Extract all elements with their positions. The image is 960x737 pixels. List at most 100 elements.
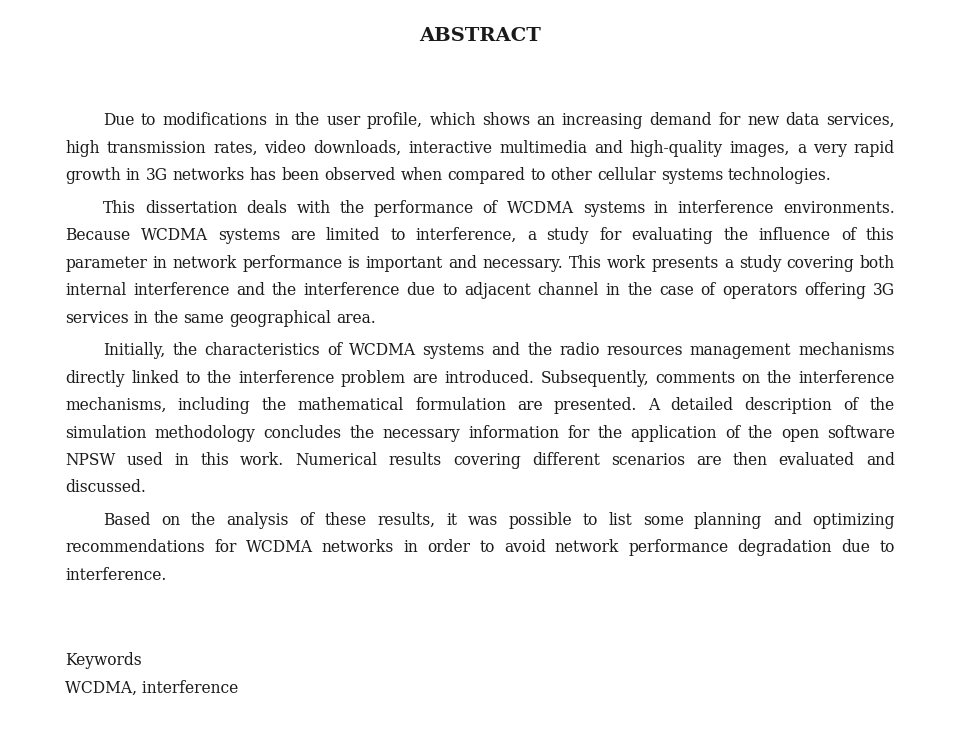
Text: this: this [866,227,895,244]
Text: avoid: avoid [504,539,545,556]
Text: networks: networks [173,167,245,184]
Text: WCDMA, interference: WCDMA, interference [65,680,238,696]
Text: to: to [479,539,494,556]
Text: downloads,: downloads, [313,139,401,156]
Text: influence: influence [758,227,830,244]
Text: study: study [738,254,781,271]
Text: linked: linked [132,369,180,386]
Text: of: of [841,227,856,244]
Text: open: open [780,425,819,441]
Text: interference: interference [799,369,895,386]
Text: to: to [530,167,545,184]
Text: the: the [340,200,365,217]
Text: information: information [468,425,559,441]
Text: simulation: simulation [65,425,147,441]
Text: growth: growth [65,167,121,184]
Text: planning: planning [694,512,762,529]
Text: of: of [725,425,740,441]
Text: compared: compared [447,167,525,184]
Text: used: used [127,452,163,469]
Text: evaluating: evaluating [632,227,713,244]
Text: deals: deals [247,200,287,217]
Text: in: in [126,167,141,184]
Text: geographical: geographical [229,310,331,326]
Text: of: of [483,200,497,217]
Text: introduced.: introduced. [444,369,534,386]
Text: then: then [732,452,768,469]
Text: the: the [527,342,552,359]
Text: dissertation: dissertation [145,200,237,217]
Text: Subsequently,: Subsequently, [540,369,649,386]
Text: management: management [690,342,791,359]
Text: presented.: presented. [554,397,637,414]
Text: which: which [429,112,476,129]
Text: the: the [870,397,895,414]
Text: in: in [133,310,149,326]
Text: new: new [747,112,780,129]
Text: and: and [448,254,477,271]
Text: for: for [718,112,741,129]
Text: to: to [879,539,895,556]
Text: performance: performance [373,200,473,217]
Text: the: the [272,282,297,299]
Text: NPSW: NPSW [65,452,115,469]
Text: systems: systems [583,200,645,217]
Text: services,: services, [827,112,895,129]
Text: resources: resources [607,342,684,359]
Text: parameter: parameter [65,254,147,271]
Text: is: is [348,254,361,271]
Text: and: and [773,512,802,529]
Text: operators: operators [722,282,798,299]
Text: when: when [400,167,443,184]
Text: Numerical: Numerical [296,452,377,469]
Text: other: other [550,167,592,184]
Text: work.: work. [240,452,284,469]
Text: has: has [250,167,276,184]
Text: the: the [154,310,179,326]
Text: Based: Based [104,512,151,529]
Text: covering: covering [453,452,520,469]
Text: are: are [290,227,316,244]
Text: systems: systems [660,167,723,184]
Text: Keywords: Keywords [65,652,142,669]
Text: demand: demand [650,112,712,129]
Text: same: same [183,310,224,326]
Text: for: for [567,425,589,441]
Text: radio: radio [560,342,600,359]
Text: concludes: concludes [263,425,342,441]
Text: cellular: cellular [597,167,656,184]
Text: an: an [537,112,556,129]
Text: are: are [696,452,722,469]
Text: application: application [631,425,717,441]
Text: of: of [326,342,342,359]
Text: interactive: interactive [408,139,492,156]
Text: scenarios: scenarios [611,452,684,469]
Text: adjacent: adjacent [465,282,531,299]
Text: a: a [724,254,733,271]
Text: due: due [841,539,870,556]
Text: mechanisms: mechanisms [798,342,895,359]
Text: increasing: increasing [562,112,643,129]
Text: the: the [724,227,749,244]
Text: interference: interference [678,200,774,217]
Text: discussed.: discussed. [65,480,146,497]
Text: and: and [236,282,265,299]
Text: detailed: detailed [671,397,733,414]
Text: services: services [65,310,129,326]
Text: high: high [65,139,100,156]
Text: Due: Due [104,112,134,129]
Text: been: been [281,167,320,184]
Text: it: it [446,512,457,529]
Text: and: and [492,342,520,359]
Text: study: study [546,227,589,244]
Text: in: in [403,539,418,556]
Text: the: the [767,369,792,386]
Text: networks: networks [322,539,395,556]
Text: recommendations: recommendations [65,539,204,556]
Text: the: the [173,342,198,359]
Text: comments: comments [656,369,735,386]
Text: and: and [594,139,623,156]
Text: to: to [443,282,458,299]
Text: Initially,: Initially, [104,342,165,359]
Text: video: video [264,139,306,156]
